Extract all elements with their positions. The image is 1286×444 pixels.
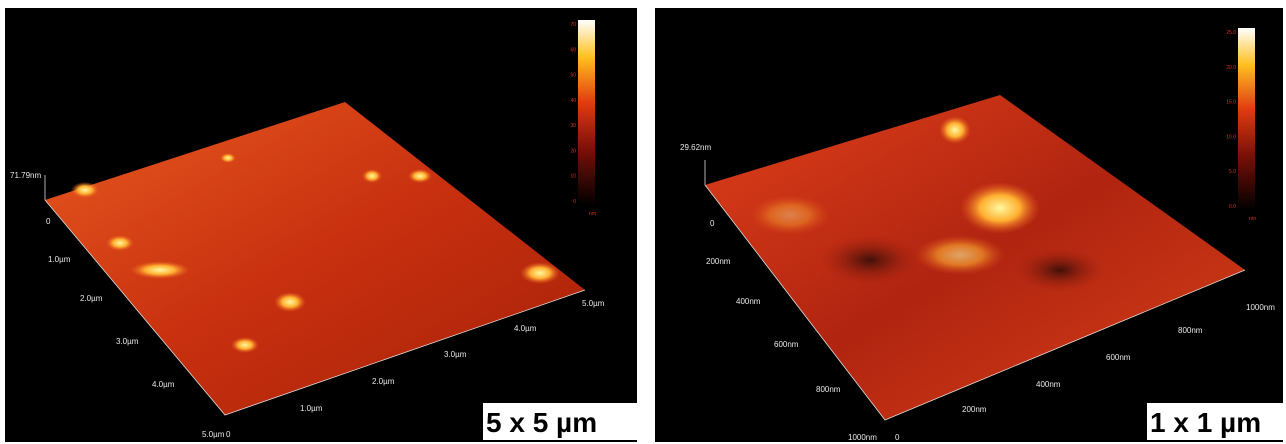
axis-label: 400nm xyxy=(1036,380,1061,389)
colorbar-tick-label: 20 xyxy=(570,148,576,154)
axis-label: 1000nm xyxy=(848,433,877,442)
axis-label: 2.0µm xyxy=(80,294,103,303)
colorbar-unit: nm xyxy=(1249,216,1256,222)
colorbar-tick-label: 40 xyxy=(570,98,576,104)
surface-features xyxy=(71,153,560,353)
colorbar-tick-label: 50 xyxy=(570,73,576,79)
axis-label: 4.0µm xyxy=(514,324,537,333)
colorbar-tick-label: 10.0 xyxy=(1226,134,1236,140)
colorbar-tick-label: 30 xyxy=(570,123,576,129)
size-label: 1 x 1 µm xyxy=(1150,407,1261,438)
axis-label: 1000nm xyxy=(1246,303,1275,312)
origin-label: 0 xyxy=(895,433,900,442)
colorbar-tick-label: 25.0 xyxy=(1226,30,1236,36)
axis-label: 600nm xyxy=(774,340,799,349)
colorbar-tick-label: 0.0 xyxy=(1229,204,1236,210)
colorbar xyxy=(578,20,595,205)
axis-label: 3.0µm xyxy=(444,350,467,359)
colorbar-tick-label: 15.0 xyxy=(1226,100,1236,106)
z-max-label: 29.62nm xyxy=(680,143,711,152)
colorbar-unit: nm xyxy=(589,211,596,217)
axis-label: 2.0µm xyxy=(372,377,395,386)
z-max-label: 71.79nm xyxy=(10,171,41,180)
axis-label: 600nm xyxy=(1106,353,1131,362)
colorbar xyxy=(1238,28,1255,210)
colorbar-tick-label: 10 xyxy=(570,174,576,180)
colorbar-tick-label: 0 xyxy=(573,199,576,205)
axis-label: 800nm xyxy=(816,385,841,394)
axis-label: 200nm xyxy=(962,405,987,414)
axis-label: 800nm xyxy=(1178,326,1203,335)
axis-label: 1.0µm xyxy=(300,404,323,413)
size-label-box xyxy=(1147,403,1283,440)
origin-label: 0 xyxy=(226,430,231,439)
axes xyxy=(44,160,1246,421)
surface-features xyxy=(750,116,1105,292)
colorbar-tick-label: 20.0 xyxy=(1226,65,1236,71)
size-label: 5 x 5 µm xyxy=(486,407,597,438)
axis-label: 5.0µm xyxy=(202,430,225,439)
axis-label: 3.0µm xyxy=(116,337,139,346)
colorbar-tick-label: 5.0 xyxy=(1229,169,1236,175)
axis-label: 400nm xyxy=(736,297,761,306)
axis-label: 5.0µm xyxy=(582,299,605,308)
axis-label: 1.0µm xyxy=(48,255,71,264)
colorbar-tick-label: 70 xyxy=(570,22,576,28)
colorbar-tick-label: 60 xyxy=(570,47,576,53)
size-label-box xyxy=(483,403,637,440)
axis-label: 0 xyxy=(710,219,715,228)
axis-label: 4.0µm xyxy=(152,380,175,389)
axis-label: 0 xyxy=(46,217,51,226)
axis-label: 200nm xyxy=(706,257,731,266)
